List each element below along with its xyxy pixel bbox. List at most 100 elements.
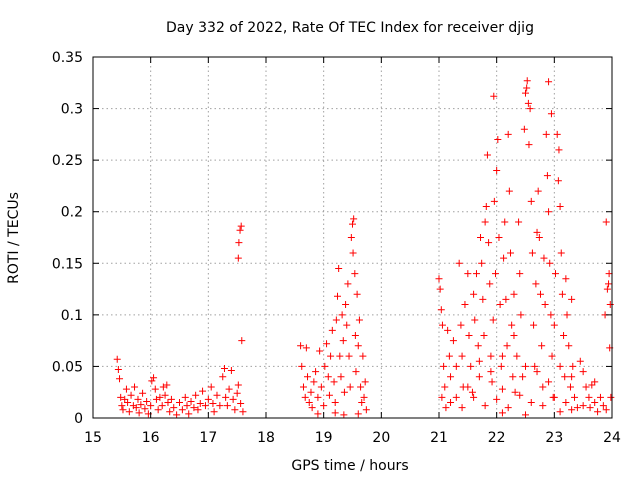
data-point: [185, 410, 193, 418]
data-point: [576, 357, 584, 365]
data-point: [553, 130, 561, 138]
data-point: [327, 352, 335, 360]
data-point: [579, 368, 587, 376]
data-point: [550, 321, 558, 329]
data-point: [511, 388, 519, 396]
data-point: [331, 409, 339, 417]
data-point: [555, 146, 563, 154]
data-point: [475, 373, 483, 381]
data-point: [586, 404, 594, 412]
data-point: [176, 399, 183, 407]
x-tick-label: 15: [84, 430, 102, 446]
data-point: [178, 406, 186, 414]
data-point: [437, 306, 445, 314]
data-point: [505, 187, 513, 195]
data-point: [573, 404, 581, 412]
data-point: [132, 404, 140, 412]
data-point: [343, 321, 351, 329]
data-point: [231, 406, 239, 414]
data-point: [113, 355, 121, 363]
data-point: [536, 290, 544, 298]
data-point: [310, 378, 318, 386]
data-point: [340, 411, 348, 419]
data-point: [237, 400, 245, 408]
data-point: [594, 408, 602, 416]
data-point: [551, 270, 559, 278]
data-point: [347, 234, 355, 241]
data-point: [344, 280, 352, 288]
data-point: [562, 275, 570, 283]
data-point: [599, 402, 607, 410]
data-point: [314, 410, 322, 418]
data-point: [500, 254, 508, 262]
data-point: [349, 220, 356, 228]
data-point: [596, 393, 604, 401]
data-point: [316, 347, 324, 355]
data-point: [558, 290, 566, 298]
data-point: [464, 383, 472, 391]
data-point: [354, 410, 362, 418]
data-point: [308, 404, 316, 412]
data-point: [352, 368, 360, 376]
data-point: [556, 362, 564, 370]
data-point: [148, 377, 156, 385]
x-tick-label: 19: [315, 430, 333, 446]
data-point: [194, 406, 202, 414]
data-point: [557, 249, 565, 257]
data-point: [509, 373, 517, 381]
data-point: [507, 249, 515, 257]
data-point: [137, 401, 145, 409]
data-point: [114, 366, 122, 374]
data-point: [547, 311, 555, 319]
data-point: [227, 367, 235, 375]
data-point: [550, 393, 558, 401]
data-point: [181, 393, 189, 401]
data-point: [602, 406, 610, 414]
data-point: [192, 391, 200, 399]
data-point: [358, 399, 366, 407]
data-point: [480, 331, 488, 339]
data-point: [591, 399, 599, 407]
data-point: [297, 342, 305, 350]
data-point: [523, 77, 531, 85]
data-point: [556, 203, 564, 211]
data-point: [523, 84, 531, 92]
data-point: [539, 402, 547, 410]
y-tick-label: 0.2: [61, 205, 83, 221]
data-point: [314, 393, 322, 401]
data-point: [457, 321, 465, 329]
data-point: [569, 362, 577, 370]
data-point: [546, 259, 554, 267]
data-point: [568, 406, 576, 414]
data-point: [542, 130, 550, 138]
data-point: [220, 364, 228, 372]
data-point: [134, 395, 142, 403]
data-point: [444, 326, 452, 334]
data-point: [436, 285, 444, 293]
data-point: [312, 368, 320, 376]
data-point: [563, 311, 571, 319]
data-point: [445, 352, 453, 360]
x-tick-label: 18: [257, 430, 275, 446]
data-point: [568, 373, 576, 381]
y-tick-label: 0: [74, 411, 83, 427]
data-point: [452, 393, 460, 401]
data-point: [510, 331, 518, 339]
data-point: [496, 301, 504, 309]
data-point: [474, 342, 482, 350]
data-point: [229, 395, 237, 403]
data-point: [535, 234, 543, 241]
data-point: [545, 378, 553, 386]
data-point: [143, 397, 151, 405]
data-point: [561, 373, 569, 381]
data-point: [485, 239, 493, 247]
data-point: [538, 342, 546, 350]
data-point: [498, 385, 506, 393]
data-point: [516, 391, 524, 399]
data-point: [119, 406, 127, 414]
x-tick-label: 20: [372, 430, 390, 446]
data-point: [351, 331, 359, 339]
data-point: [328, 326, 336, 334]
data-point: [338, 311, 346, 319]
data-point: [465, 331, 473, 339]
